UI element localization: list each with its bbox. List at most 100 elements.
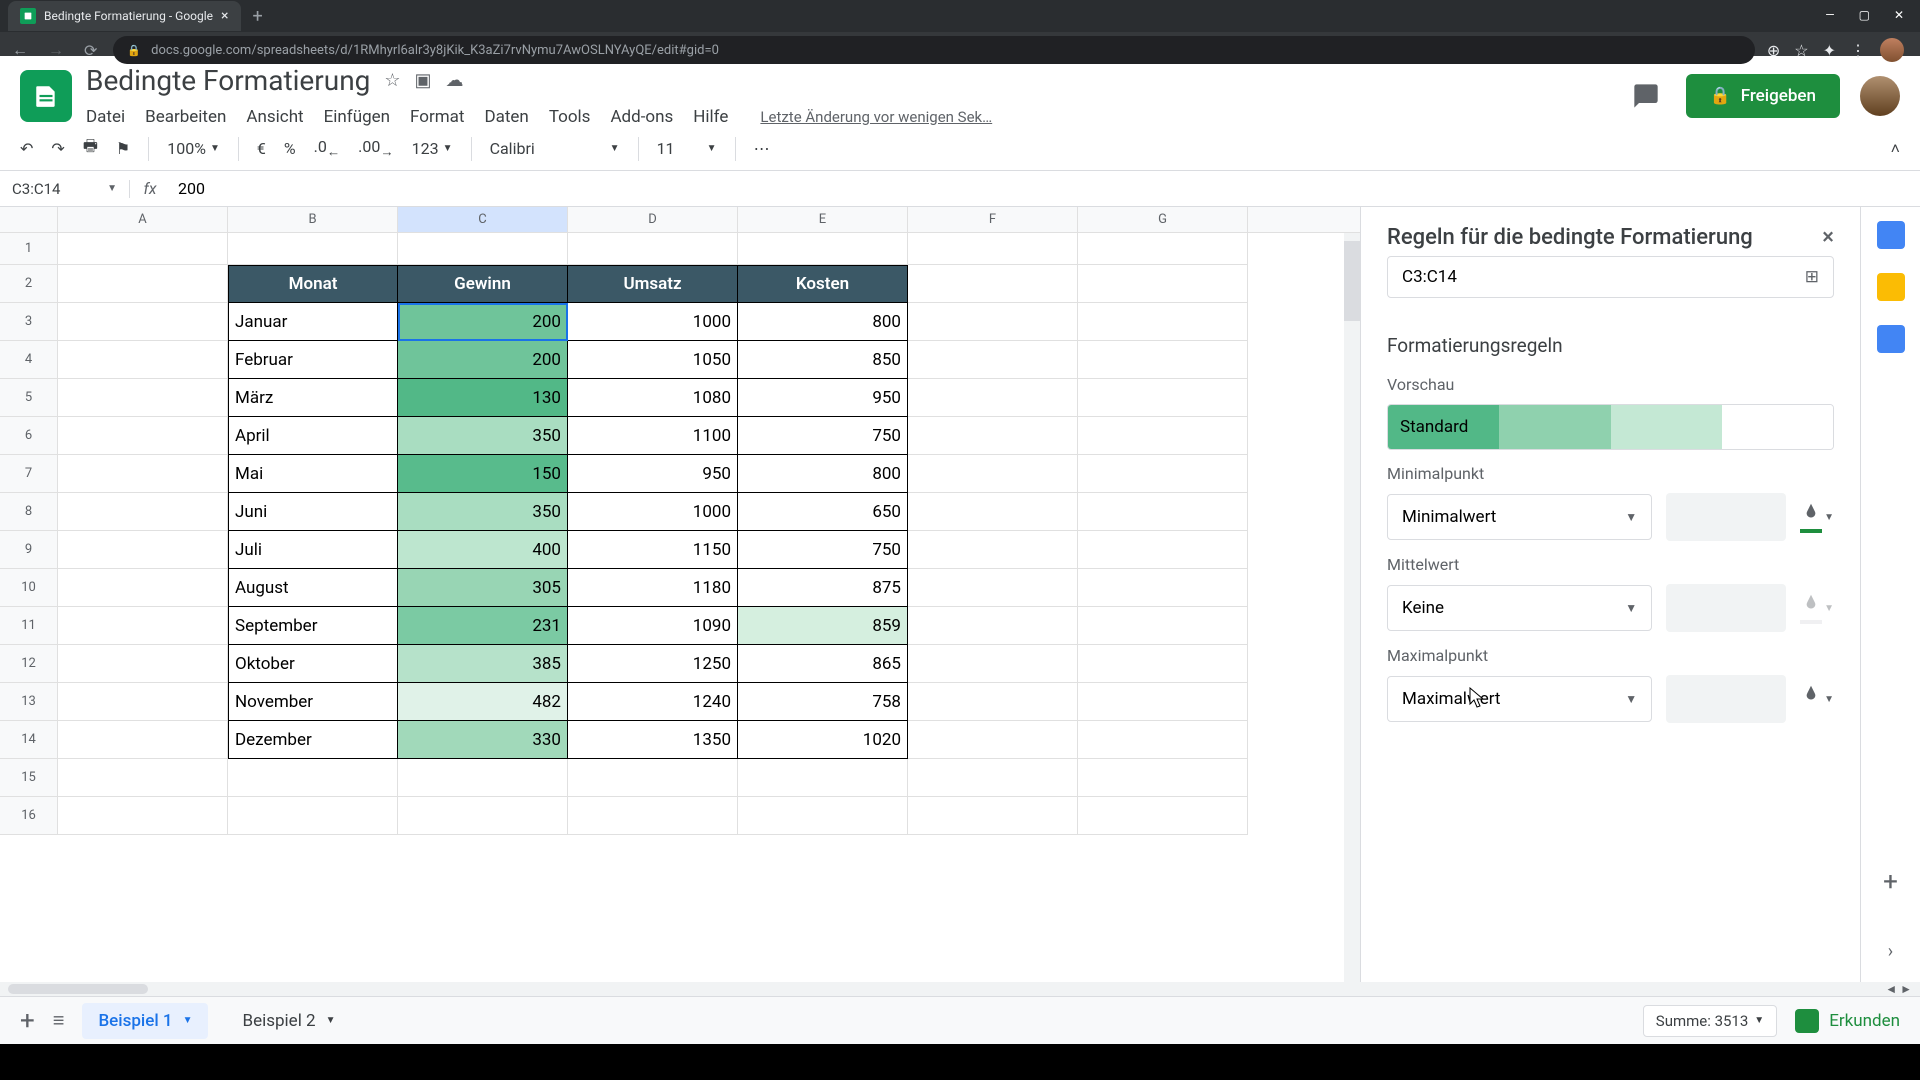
cell-F4[interactable] bbox=[908, 341, 1078, 379]
cell-E7[interactable]: 800 bbox=[738, 455, 908, 493]
menu-einfuegen[interactable]: Einfügen bbox=[324, 107, 390, 127]
cell-A1[interactable] bbox=[58, 233, 228, 265]
cell-A3[interactable] bbox=[58, 303, 228, 341]
all-sheets-button[interactable]: ≡ bbox=[53, 1008, 65, 1033]
minimize-icon[interactable]: — bbox=[1825, 8, 1834, 22]
cell-B12[interactable]: Oktober bbox=[228, 645, 398, 683]
cell-G7[interactable] bbox=[1078, 455, 1248, 493]
horizontal-scrollbar[interactable]: ◄ ► bbox=[0, 982, 1920, 996]
share-button[interactable]: 🔒 Freigeben bbox=[1686, 74, 1840, 118]
row-header-1[interactable]: 1 bbox=[0, 233, 58, 265]
row-header-2[interactable]: 2 bbox=[0, 265, 58, 303]
cell-E10[interactable]: 875 bbox=[738, 569, 908, 607]
percent-button[interactable]: % bbox=[284, 139, 296, 158]
cell-F14[interactable] bbox=[908, 721, 1078, 759]
cell-B4[interactable]: Februar bbox=[228, 341, 398, 379]
move-icon[interactable]: ▣ bbox=[415, 70, 432, 91]
cell-C10[interactable]: 305 bbox=[398, 569, 568, 607]
name-box[interactable]: C3:C14▼ bbox=[0, 180, 130, 198]
cell-E6[interactable]: 750 bbox=[738, 417, 908, 455]
row-header-11[interactable]: 11 bbox=[0, 607, 58, 645]
cell-D6[interactable]: 1100 bbox=[568, 417, 738, 455]
vertical-scrollbar[interactable] bbox=[1344, 233, 1360, 982]
cell-B9[interactable]: Juli bbox=[228, 531, 398, 569]
cell-D7[interactable]: 950 bbox=[568, 455, 738, 493]
cell-C12[interactable]: 385 bbox=[398, 645, 568, 683]
row-header-4[interactable]: 4 bbox=[0, 341, 58, 379]
cell-A7[interactable] bbox=[58, 455, 228, 493]
cell-C5[interactable]: 130 bbox=[398, 379, 568, 417]
cell-F5[interactable] bbox=[908, 379, 1078, 417]
cell-B7[interactable]: Mai bbox=[228, 455, 398, 493]
cell-D16[interactable] bbox=[568, 797, 738, 835]
cell-G8[interactable] bbox=[1078, 493, 1248, 531]
row-header-10[interactable]: 10 bbox=[0, 569, 58, 607]
tasks-addon-icon[interactable] bbox=[1877, 325, 1905, 353]
cell-G10[interactable] bbox=[1078, 569, 1248, 607]
cell-C13[interactable]: 482 bbox=[398, 683, 568, 721]
increase-decimal-button[interactable]: .00→ bbox=[358, 137, 394, 160]
cell-B2[interactable]: Monat bbox=[228, 265, 398, 303]
maximize-icon[interactable]: ▢ bbox=[1859, 8, 1870, 22]
cell-B10[interactable]: August bbox=[228, 569, 398, 607]
row-header-16[interactable]: 16 bbox=[0, 797, 58, 835]
add-addon-button[interactable]: + bbox=[1883, 867, 1898, 897]
cf-mid-color-button[interactable]: ▼ bbox=[1800, 592, 1834, 624]
col-header-D[interactable]: D bbox=[568, 207, 738, 232]
cell-E16[interactable] bbox=[738, 797, 908, 835]
row-header-14[interactable]: 14 bbox=[0, 721, 58, 759]
cell-F15[interactable] bbox=[908, 759, 1078, 797]
cell-C15[interactable] bbox=[398, 759, 568, 797]
print-button[interactable]: 🖶 bbox=[83, 135, 98, 162]
col-header-F[interactable]: F bbox=[908, 207, 1078, 232]
close-tab-icon[interactable]: × bbox=[221, 8, 228, 24]
cell-G15[interactable] bbox=[1078, 759, 1248, 797]
cell-F1[interactable] bbox=[908, 233, 1078, 265]
cf-max-color-button[interactable]: ▼ bbox=[1800, 683, 1834, 715]
cell-F9[interactable] bbox=[908, 531, 1078, 569]
cell-D9[interactable]: 1150 bbox=[568, 531, 738, 569]
new-tab-button[interactable]: + bbox=[241, 6, 275, 27]
cf-mid-value[interactable] bbox=[1666, 584, 1786, 632]
cell-F7[interactable] bbox=[908, 455, 1078, 493]
cell-C1[interactable] bbox=[398, 233, 568, 265]
cell-B16[interactable] bbox=[228, 797, 398, 835]
col-header-B[interactable]: B bbox=[228, 207, 398, 232]
menu-bearbeiten[interactable]: Bearbeiten bbox=[145, 107, 226, 127]
row-header-5[interactable]: 5 bbox=[0, 379, 58, 417]
cell-F13[interactable] bbox=[908, 683, 1078, 721]
cell-B15[interactable] bbox=[228, 759, 398, 797]
quicksum-display[interactable]: Summe: 3513▼ bbox=[1643, 1005, 1777, 1037]
cell-C7[interactable]: 150 bbox=[398, 455, 568, 493]
cell-F16[interactable] bbox=[908, 797, 1078, 835]
cell-C4[interactable]: 200 bbox=[398, 341, 568, 379]
col-header-G[interactable]: G bbox=[1078, 207, 1248, 232]
col-header-E[interactable]: E bbox=[738, 207, 908, 232]
cell-D3[interactable]: 1000 bbox=[568, 303, 738, 341]
cell-G1[interactable] bbox=[1078, 233, 1248, 265]
menu-ansicht[interactable]: Ansicht bbox=[246, 107, 303, 127]
more-tools-button[interactable]: ⋯ bbox=[754, 139, 770, 158]
sheet-tab-2[interactable]: Beispiel 2▼ bbox=[226, 1003, 351, 1039]
cf-mid-select[interactable]: Keine▼ bbox=[1387, 585, 1652, 631]
cell-G4[interactable] bbox=[1078, 341, 1248, 379]
cell-E8[interactable]: 650 bbox=[738, 493, 908, 531]
cell-G9[interactable] bbox=[1078, 531, 1248, 569]
cell-G16[interactable] bbox=[1078, 797, 1248, 835]
cell-F12[interactable] bbox=[908, 645, 1078, 683]
cell-G12[interactable] bbox=[1078, 645, 1248, 683]
cell-C6[interactable]: 350 bbox=[398, 417, 568, 455]
cell-A15[interactable] bbox=[58, 759, 228, 797]
cell-E3[interactable]: 800 bbox=[738, 303, 908, 341]
keep-addon-icon[interactable] bbox=[1877, 273, 1905, 301]
comments-button[interactable] bbox=[1626, 76, 1666, 116]
cell-D2[interactable]: Umsatz bbox=[568, 265, 738, 303]
cell-C9[interactable]: 400 bbox=[398, 531, 568, 569]
cell-B3[interactable]: Januar bbox=[228, 303, 398, 341]
cell-A12[interactable] bbox=[58, 645, 228, 683]
cell-D10[interactable]: 1180 bbox=[568, 569, 738, 607]
row-header-6[interactable]: 6 bbox=[0, 417, 58, 455]
cell-B6[interactable]: April bbox=[228, 417, 398, 455]
font-size-select[interactable]: 11▼ bbox=[657, 139, 717, 158]
redo-button[interactable]: ↷ bbox=[51, 139, 64, 158]
